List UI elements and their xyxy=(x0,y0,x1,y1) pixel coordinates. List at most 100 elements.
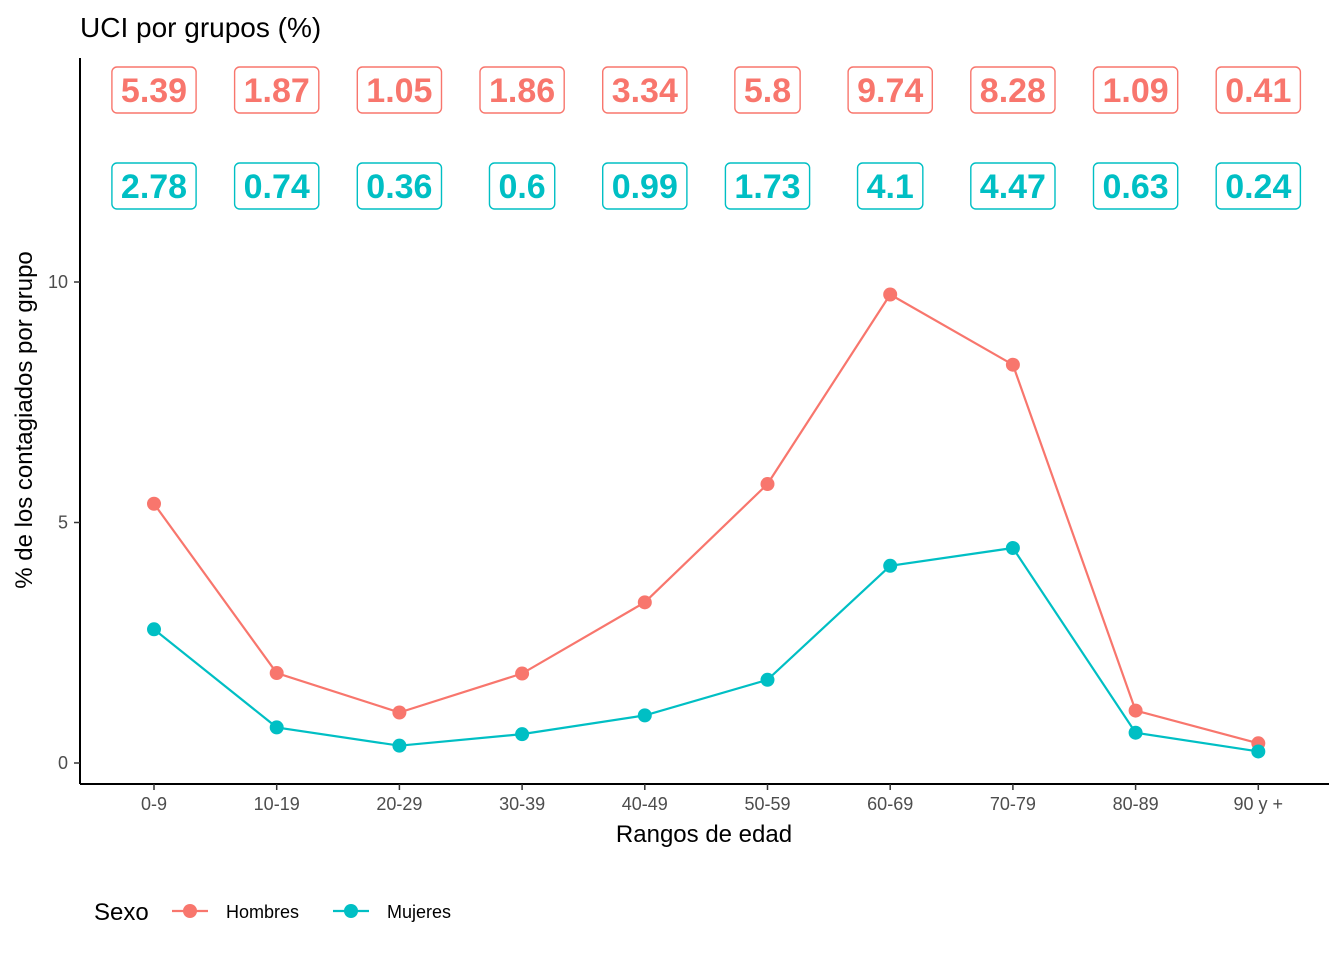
series-line-mujeres xyxy=(153,546,1259,753)
value-label-hombres: 9.74 xyxy=(847,66,933,114)
x-tick-label: 30-39 xyxy=(499,794,545,814)
value-label-text: 0.63 xyxy=(1103,168,1169,206)
value-label-box xyxy=(111,66,197,114)
value-label-mujeres: 1.73 xyxy=(724,162,811,210)
value-label-text: 3.34 xyxy=(612,72,678,110)
value-label-mujeres: 4.1 xyxy=(856,162,924,210)
data-point-hombres xyxy=(147,496,161,511)
value-label-box xyxy=(847,66,933,114)
data-point-mujeres xyxy=(760,672,775,687)
value-label-text: 1.05 xyxy=(366,72,432,110)
value-label-box xyxy=(356,66,443,114)
value-label-mujeres: 0.6 xyxy=(488,162,556,210)
value-label-text: 5.39 xyxy=(121,72,187,110)
y-tick-label: 0 xyxy=(58,753,68,773)
legend-key-point xyxy=(344,904,358,918)
value-label-mujeres: 0.63 xyxy=(1092,162,1179,210)
data-point-hombres xyxy=(1128,703,1143,718)
y-axis-title: % de los contagiados por grupo xyxy=(11,251,38,589)
x-tick-label: 40-49 xyxy=(622,794,668,814)
value-label-text: 5.8 xyxy=(744,72,791,110)
value-label-hombres: 3.34 xyxy=(602,66,688,114)
value-label-mujeres: 0.24 xyxy=(1215,162,1302,210)
value-label-box xyxy=(602,66,688,114)
data-point-mujeres xyxy=(883,558,898,573)
series-line-hombres xyxy=(153,293,1259,745)
value-label-hombres: 1.09 xyxy=(1092,66,1179,114)
data-point-mujeres xyxy=(1005,540,1020,555)
value-label-box xyxy=(1215,66,1302,114)
y-tick-label: 5 xyxy=(58,513,68,533)
legend-label-hombres: Hombres xyxy=(226,902,299,922)
value-label-text: 4.1 xyxy=(867,168,914,206)
value-label-box xyxy=(1215,162,1302,210)
data-point-mujeres xyxy=(1251,744,1266,759)
x-axis-title: Rangos de edad xyxy=(616,821,792,848)
value-label-box xyxy=(479,66,565,114)
value-label-hombres: 0.41 xyxy=(1215,66,1302,114)
x-tick-label: 20-29 xyxy=(376,794,422,814)
value-label-text: 1.87 xyxy=(244,72,310,110)
value-label-hombres: 1.86 xyxy=(479,66,565,114)
value-label-text: 1.09 xyxy=(1103,72,1169,110)
value-label-text: 1.86 xyxy=(489,72,555,110)
value-label-mujeres: 0.74 xyxy=(233,162,320,210)
chart-title: UCI por grupos (%) xyxy=(80,12,321,43)
value-label-text: 0.36 xyxy=(366,168,432,206)
value-label-text: 0.74 xyxy=(244,168,310,206)
value-label-box xyxy=(724,162,811,210)
value-label-box xyxy=(970,162,1056,210)
value-label-box xyxy=(233,66,320,114)
legend-key-point xyxy=(183,904,197,918)
value-label-mujeres: 4.47 xyxy=(970,162,1056,210)
value-label-box xyxy=(111,162,197,210)
value-label-mujeres: 2.78 xyxy=(111,162,197,210)
x-tick-label: 0-9 xyxy=(141,794,167,814)
value-label-hombres: 5.8 xyxy=(734,66,801,114)
value-label-mujeres: 0.36 xyxy=(356,162,443,210)
value-label-text: 0.41 xyxy=(1225,72,1291,110)
data-point-mujeres xyxy=(392,738,407,753)
x-tick-label: 50-59 xyxy=(744,794,790,814)
value-label-box xyxy=(1092,66,1179,114)
data-point-mujeres xyxy=(1128,725,1143,740)
legend-label-mujeres: Mujeres xyxy=(387,902,451,922)
legend: Sexo Hombres Mujeres xyxy=(94,899,451,926)
value-label-text: 0.24 xyxy=(1225,168,1291,206)
value-label-hombres: 1.05 xyxy=(356,66,443,114)
data-point-hombres xyxy=(515,666,530,681)
value-label-box xyxy=(970,66,1056,114)
value-label-text: 2.78 xyxy=(121,168,187,206)
y-tick-label: 10 xyxy=(48,272,68,292)
value-label-text: 0.6 xyxy=(498,168,545,206)
data-point-hombres xyxy=(637,595,652,610)
data-point-hombres xyxy=(883,287,898,302)
value-label-hombres: 1.87 xyxy=(233,66,320,114)
value-label-box xyxy=(734,66,801,114)
value-label-mujeres: 0.99 xyxy=(602,162,688,210)
data-point-hombres xyxy=(1005,357,1020,372)
data-point-mujeres xyxy=(515,727,530,742)
value-label-text: 4.47 xyxy=(980,168,1046,206)
legend-title: Sexo xyxy=(94,899,149,926)
value-label-box xyxy=(856,162,924,210)
value-label-box xyxy=(233,162,320,210)
value-label-text: 8.28 xyxy=(980,72,1046,110)
data-point-mujeres xyxy=(637,708,652,723)
x-tick-label: 70-79 xyxy=(990,794,1036,814)
data-point-mujeres xyxy=(147,622,161,637)
data-point-hombres xyxy=(760,477,775,492)
value-label-text: 0.99 xyxy=(612,168,678,206)
x-tick-label: 80-89 xyxy=(1113,794,1159,814)
data-point-mujeres xyxy=(269,720,284,735)
x-tick-label: 90 y + xyxy=(1234,794,1284,814)
value-label-text: 1.73 xyxy=(734,168,800,206)
x-tick-label: 60-69 xyxy=(867,794,913,814)
x-tick-label: 10-19 xyxy=(254,794,300,814)
value-label-box xyxy=(602,162,688,210)
value-label-box xyxy=(1092,162,1179,210)
data-point-hombres xyxy=(392,705,407,720)
value-label-hombres: 8.28 xyxy=(970,66,1056,114)
value-label-text: 9.74 xyxy=(857,72,923,110)
